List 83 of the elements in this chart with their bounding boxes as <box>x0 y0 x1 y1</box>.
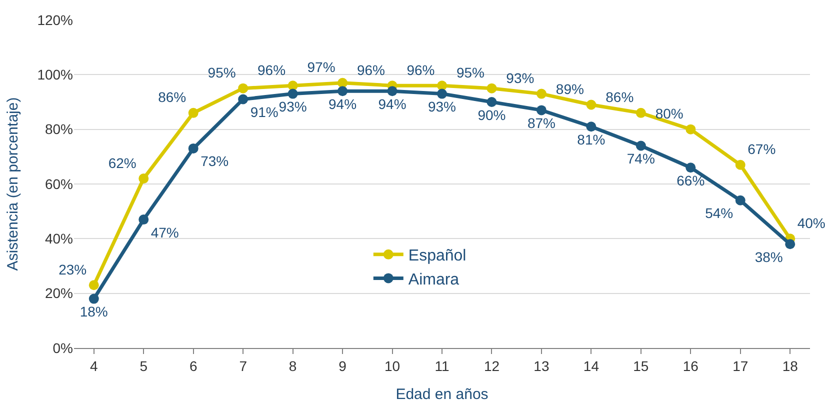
point <box>238 94 248 104</box>
data-label: 18% <box>80 304 108 320</box>
x-axis-title: Edad en años <box>396 386 488 403</box>
point <box>338 86 348 96</box>
x-tick-label: 6 <box>189 358 198 374</box>
data-label: 80% <box>655 106 684 122</box>
data-label: 94% <box>328 96 357 112</box>
data-label: 95% <box>208 64 236 81</box>
data-label: 90% <box>478 106 506 123</box>
x-tick-label: 15 <box>633 358 649 374</box>
point <box>686 124 696 134</box>
point <box>188 108 198 118</box>
data-label: 93% <box>278 98 307 115</box>
x-tick-label: 9 <box>338 358 347 374</box>
point <box>586 100 596 110</box>
point <box>138 214 149 225</box>
data-label: 94% <box>378 96 406 112</box>
point <box>437 80 447 91</box>
point <box>636 140 646 151</box>
data-label: 40% <box>797 214 825 231</box>
data-label: 93% <box>428 98 456 115</box>
data-label: 91% <box>250 104 278 120</box>
data-label: 86% <box>158 89 186 106</box>
x-tick-label: 17 <box>732 358 748 374</box>
data-label: 74% <box>626 150 655 166</box>
data-label: 47% <box>150 224 179 240</box>
point <box>586 122 596 132</box>
data-label: 96% <box>356 62 386 78</box>
x-tick-label: 5 <box>140 358 148 374</box>
data-label: 89% <box>556 80 584 97</box>
point <box>536 88 546 99</box>
x-tick-label: 11 <box>434 358 450 374</box>
y-axis-title: Asistencia (en porcentaje) <box>4 97 22 271</box>
point <box>536 105 546 116</box>
y-tick-label: 100% <box>37 66 73 83</box>
x-tick-label: 12 <box>484 358 500 374</box>
data-label: 38% <box>754 248 783 265</box>
point <box>238 83 248 94</box>
legend-label: Aimara <box>408 271 460 288</box>
data-label: 95% <box>456 64 484 81</box>
point <box>437 88 447 99</box>
data-label: 66% <box>676 172 705 188</box>
point <box>138 174 149 184</box>
data-label: 67% <box>748 141 776 158</box>
point <box>735 160 746 170</box>
x-tick-label: 10 <box>384 358 400 374</box>
x-tick-label: 4 <box>90 358 98 374</box>
data-label: 54% <box>705 205 734 222</box>
point <box>88 294 99 304</box>
y-tick-label: 0% <box>52 340 73 356</box>
point <box>486 83 497 94</box>
x-tick-label: 7 <box>239 358 248 374</box>
point <box>188 143 198 154</box>
point <box>735 195 746 206</box>
point <box>387 86 398 96</box>
data-label: 96% <box>406 62 435 78</box>
data-label: 62% <box>108 154 136 171</box>
y-tick-label: 120% <box>37 12 73 28</box>
point <box>288 88 298 99</box>
y-tick-label: 40% <box>44 230 73 247</box>
x-tick-label: 16 <box>682 358 699 374</box>
point <box>88 280 99 290</box>
point <box>785 239 796 250</box>
data-label: 97% <box>307 59 336 76</box>
data-label: 73% <box>200 153 229 170</box>
legend-label: Español <box>408 248 466 265</box>
x-tick-label: 8 <box>288 358 297 374</box>
point <box>636 108 646 118</box>
data-label: 96% <box>258 62 286 78</box>
data-label: 93% <box>506 70 534 86</box>
y-tick-label: 60% <box>44 176 73 192</box>
y-tick-label: 80% <box>44 121 73 138</box>
data-label: 86% <box>606 89 634 106</box>
x-tick-label: 18 <box>782 358 798 374</box>
data-label: 23% <box>58 261 87 278</box>
point <box>686 162 696 173</box>
point <box>486 97 497 107</box>
x-tick-label: 14 <box>583 358 600 374</box>
data-label: 87% <box>527 114 556 131</box>
data-label: 81% <box>577 131 606 148</box>
point <box>338 78 348 88</box>
y-tick-label: 20% <box>44 285 73 302</box>
x-tick-label: 13 <box>534 358 550 374</box>
